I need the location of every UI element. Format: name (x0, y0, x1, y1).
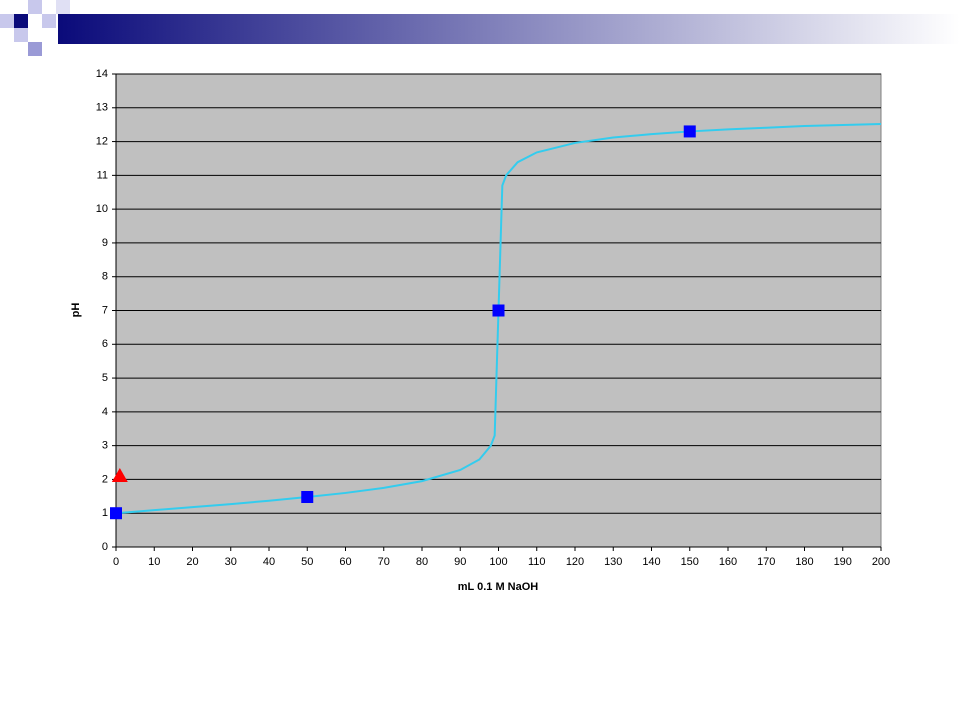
x-tick-label: 150 (681, 556, 699, 568)
x-tick-label: 50 (301, 556, 313, 568)
marker (111, 468, 128, 483)
x-tick-label: 0 (113, 556, 119, 568)
y-tick-label: 2 (102, 473, 108, 485)
x-tick-label: 40 (263, 556, 275, 568)
x-tick-label: 200 (872, 556, 890, 568)
header-square (0, 14, 14, 28)
marker (683, 125, 696, 138)
x-tick-label: 120 (566, 556, 584, 568)
header-square (28, 42, 42, 56)
y-tick-label: 7 (102, 304, 108, 316)
x-axis-title: mL 0.1 M NaOH (458, 581, 539, 593)
x-tick-label: 170 (757, 556, 775, 568)
y-tick-label: 0 (102, 541, 108, 553)
x-tick-label: 60 (339, 556, 351, 568)
y-tick-label: 11 (97, 169, 108, 181)
x-tick-label: 180 (795, 556, 813, 568)
x-tick-label: 100 (489, 556, 507, 568)
x-tick-label: 10 (148, 556, 160, 568)
marker (492, 304, 505, 317)
y-tick-label: 14 (96, 68, 108, 80)
y-tick-label: 5 (102, 372, 108, 384)
header-square (14, 28, 28, 42)
y-tick-label: 3 (102, 440, 108, 452)
y-axis-title: pH (70, 303, 82, 318)
x-tick-label: 20 (186, 556, 198, 568)
x-tick-label: 30 (225, 556, 237, 568)
header-square (28, 0, 42, 14)
x-tick-label: 130 (604, 556, 622, 568)
x-tick-label: 190 (834, 556, 852, 568)
y-tick-label: 1 (102, 507, 108, 519)
y-tick-label: 9 (102, 237, 108, 249)
x-tick-label: 140 (642, 556, 660, 568)
y-tick-label: 10 (96, 203, 108, 215)
y-tick-label: 6 (102, 338, 108, 350)
y-tick-label: 13 (96, 102, 108, 114)
y-tick-label: 4 (102, 406, 108, 418)
x-tick-label: 80 (416, 556, 428, 568)
header-bar (58, 14, 960, 44)
header-square (42, 14, 56, 28)
header-square (56, 0, 70, 14)
x-tick-label: 110 (528, 556, 546, 568)
x-tick-label: 70 (378, 556, 390, 568)
y-tick-label: 12 (96, 135, 108, 147)
marker (110, 507, 122, 520)
header-decoration (0, 0, 960, 56)
y-tick-label: 8 (102, 271, 108, 283)
x-tick-label: 160 (719, 556, 737, 568)
marker (301, 490, 314, 503)
x-tick-label: 90 (454, 556, 466, 568)
header-square (14, 14, 28, 28)
